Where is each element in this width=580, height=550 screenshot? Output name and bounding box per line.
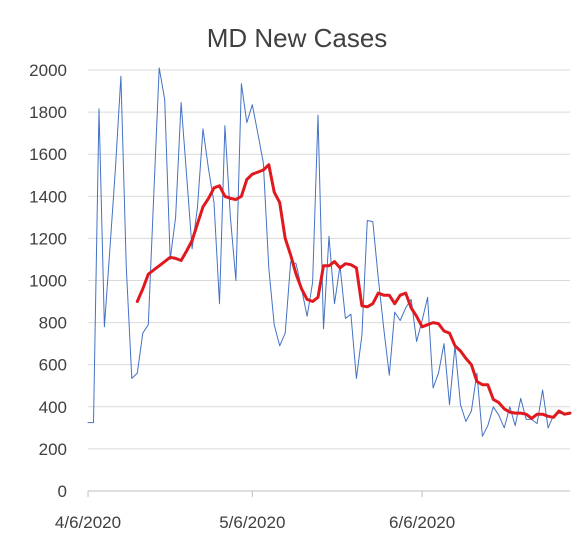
x-axis-ticks: 4/6/2020 5/6/2020 6/6/2020: [55, 491, 455, 532]
y-tick-label: 600: [39, 356, 67, 375]
y-tick-label: 2000: [29, 61, 67, 80]
y-tick-label: 1600: [29, 145, 67, 164]
x-tick-label: 4/6/2020: [55, 513, 121, 532]
y-axis-ticks: 0 200 400 600 800 1000 1200 1400 1600 1800 2000: [29, 61, 67, 501]
x-tick-label: 6/6/2020: [389, 513, 455, 532]
x-tick-label: 5/6/2020: [219, 513, 285, 532]
chart-title: MD New Cases: [207, 23, 388, 53]
y-tick-label: 0: [58, 482, 67, 501]
y-tick-label: 1800: [29, 103, 67, 122]
y-tick-label: 200: [39, 440, 67, 459]
y-tick-label: 1000: [29, 272, 67, 291]
y-tick-label: 400: [39, 398, 67, 417]
series-group: [87, 67, 572, 437]
daily-cases-line: [87, 67, 571, 437]
moving-average-line: [135, 163, 572, 420]
y-tick-label: 1400: [29, 187, 67, 206]
y-tick-label: 1200: [29, 229, 67, 248]
gridlines: [88, 69, 570, 492]
y-tick-label: 800: [39, 314, 67, 333]
